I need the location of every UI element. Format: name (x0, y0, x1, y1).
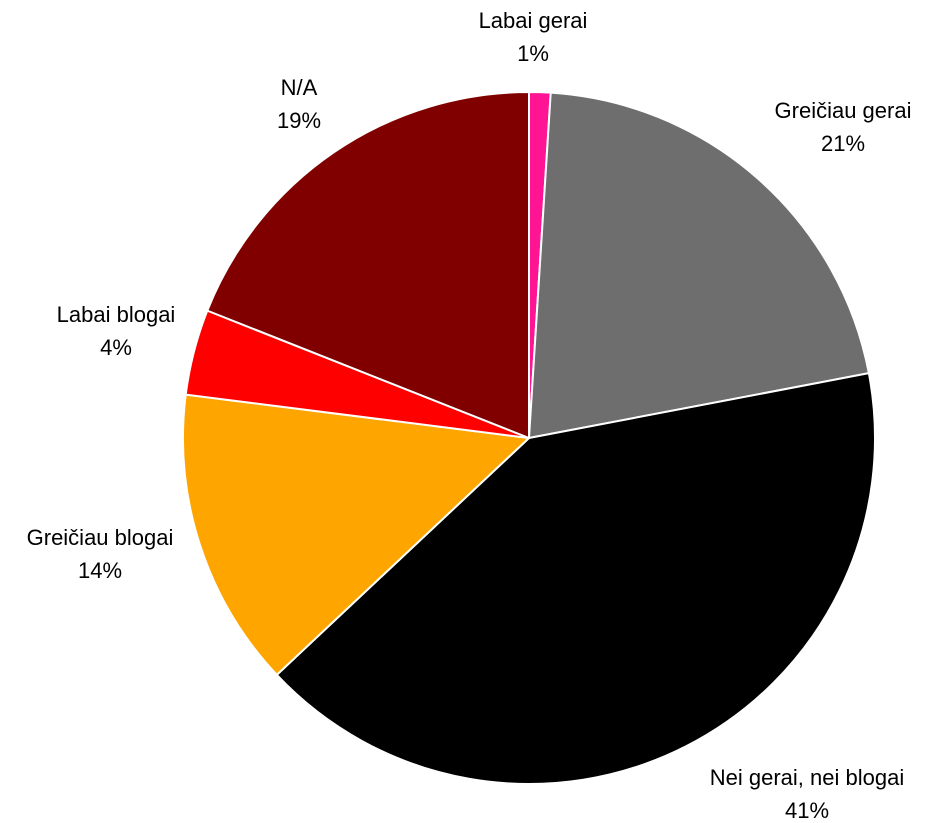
slice-label-2: Nei gerai, nei blogai (710, 765, 904, 790)
slice-percent-2: 41% (785, 798, 829, 823)
pie-slice-2 (275, 372, 876, 785)
pie-slice-5 (206, 91, 530, 439)
slice-percent-0: 1% (517, 41, 549, 66)
pie-slice-1 (528, 91, 870, 439)
pie-labels: Labai gerai 1% Greičiau gerai 21% Nei gerai,… (27, 8, 912, 823)
slice-label-3: Greičiau blogai (27, 525, 174, 550)
slice-label-0: Labai gerai (479, 8, 588, 33)
slice-percent-1: 21% (821, 131, 865, 156)
pie-slices (182, 91, 876, 785)
pie-slice-3 (182, 393, 530, 676)
slice-label-4: Labai blogai (57, 302, 176, 327)
slice-percent-4: 4% (100, 335, 132, 360)
slice-label-5: N/A (281, 75, 318, 100)
slice-percent-3: 14% (78, 558, 122, 583)
slice-percent-5: 19% (277, 108, 321, 133)
slice-label-1: Greičiau gerai (775, 98, 912, 123)
